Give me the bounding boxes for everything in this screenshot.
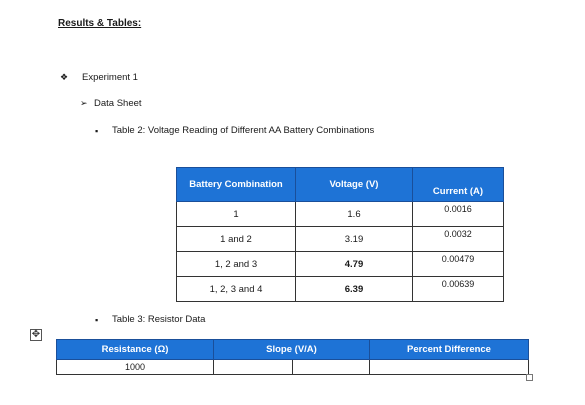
table-cell[interactable]: 0.0032 <box>412 226 504 252</box>
outline-item-experiment: ❖ Experiment 1 <box>60 72 138 83</box>
table-cell[interactable]: 0.00639 <box>412 276 504 302</box>
table-header-row: Resistance (Ω) Slope (V/A) Percent Diffe… <box>56 339 529 360</box>
outline-item-table3-caption: ▪ Table 3: Resistor Data <box>95 314 205 325</box>
column-header[interactable]: Percent Difference <box>369 339 529 360</box>
table-cell[interactable]: 1, 2 and 3 <box>176 251 296 277</box>
table-move-handle-icon[interactable]: ✥ <box>30 329 42 341</box>
battery-voltage-table: Battery Combination Voltage (V) Current … <box>176 167 504 302</box>
table-cell[interactable]: 0.00479 <box>412 251 504 277</box>
table-cell[interactable] <box>292 359 370 375</box>
table-caption: Table 3: Resistor Data <box>112 314 206 325</box>
table-row: 1, 2, 3 and 4 6.39 0.00639 <box>176 276 504 302</box>
outline-label: Data Sheet <box>94 98 142 109</box>
arrow-bullet-icon: ➢ <box>80 98 88 108</box>
outline-item-table2-caption: ▪ Table 2: Voltage Reading of Different … <box>95 125 374 136</box>
table-cell[interactable] <box>369 359 529 375</box>
outline-item-data-sheet: ➢ Data Sheet <box>80 98 142 109</box>
table-row: 1000 <box>56 359 529 375</box>
section-heading: Results & Tables: <box>58 18 142 29</box>
column-header[interactable]: Current (A) <box>412 167 504 202</box>
table-cell[interactable]: 1.6 <box>295 201 413 227</box>
table-cell[interactable]: 1 and 2 <box>176 226 296 252</box>
table-row: 1 and 2 3.19 0.0032 <box>176 226 504 252</box>
table-row: 1, 2 and 3 4.79 0.00479 <box>176 251 504 277</box>
table-cell[interactable]: 6.39 <box>295 276 413 302</box>
column-header[interactable]: Voltage (V) <box>295 167 413 202</box>
table-caption: Table 2: Voltage Reading of Different AA… <box>112 125 375 136</box>
table-header-row: Battery Combination Voltage (V) Current … <box>176 167 504 202</box>
table-cell[interactable]: 1, 2, 3 and 4 <box>176 276 296 302</box>
table-cell[interactable]: 0.0016 <box>412 201 504 227</box>
table-cell[interactable] <box>213 359 293 375</box>
outline-label: Experiment 1 <box>82 72 138 83</box>
table-cell[interactable]: 1000 <box>56 359 214 375</box>
square-bullet-icon: ▪ <box>95 314 99 325</box>
table-resize-handle-icon[interactable] <box>526 374 533 381</box>
resistor-data-table: Resistance (Ω) Slope (V/A) Percent Diffe… <box>56 339 529 375</box>
table-cell[interactable]: 1 <box>176 201 296 227</box>
column-header[interactable]: Slope (V/A) <box>213 339 370 360</box>
table-cell[interactable]: 4.79 <box>295 251 413 277</box>
column-header[interactable]: Resistance (Ω) <box>56 339 214 360</box>
diamond-bullet-icon: ❖ <box>60 72 69 82</box>
column-header[interactable]: Battery Combination <box>176 167 296 202</box>
table-row: 1 1.6 0.0016 <box>176 201 504 227</box>
table-cell[interactable]: 3.19 <box>295 226 413 252</box>
square-bullet-icon: ▪ <box>95 125 99 136</box>
